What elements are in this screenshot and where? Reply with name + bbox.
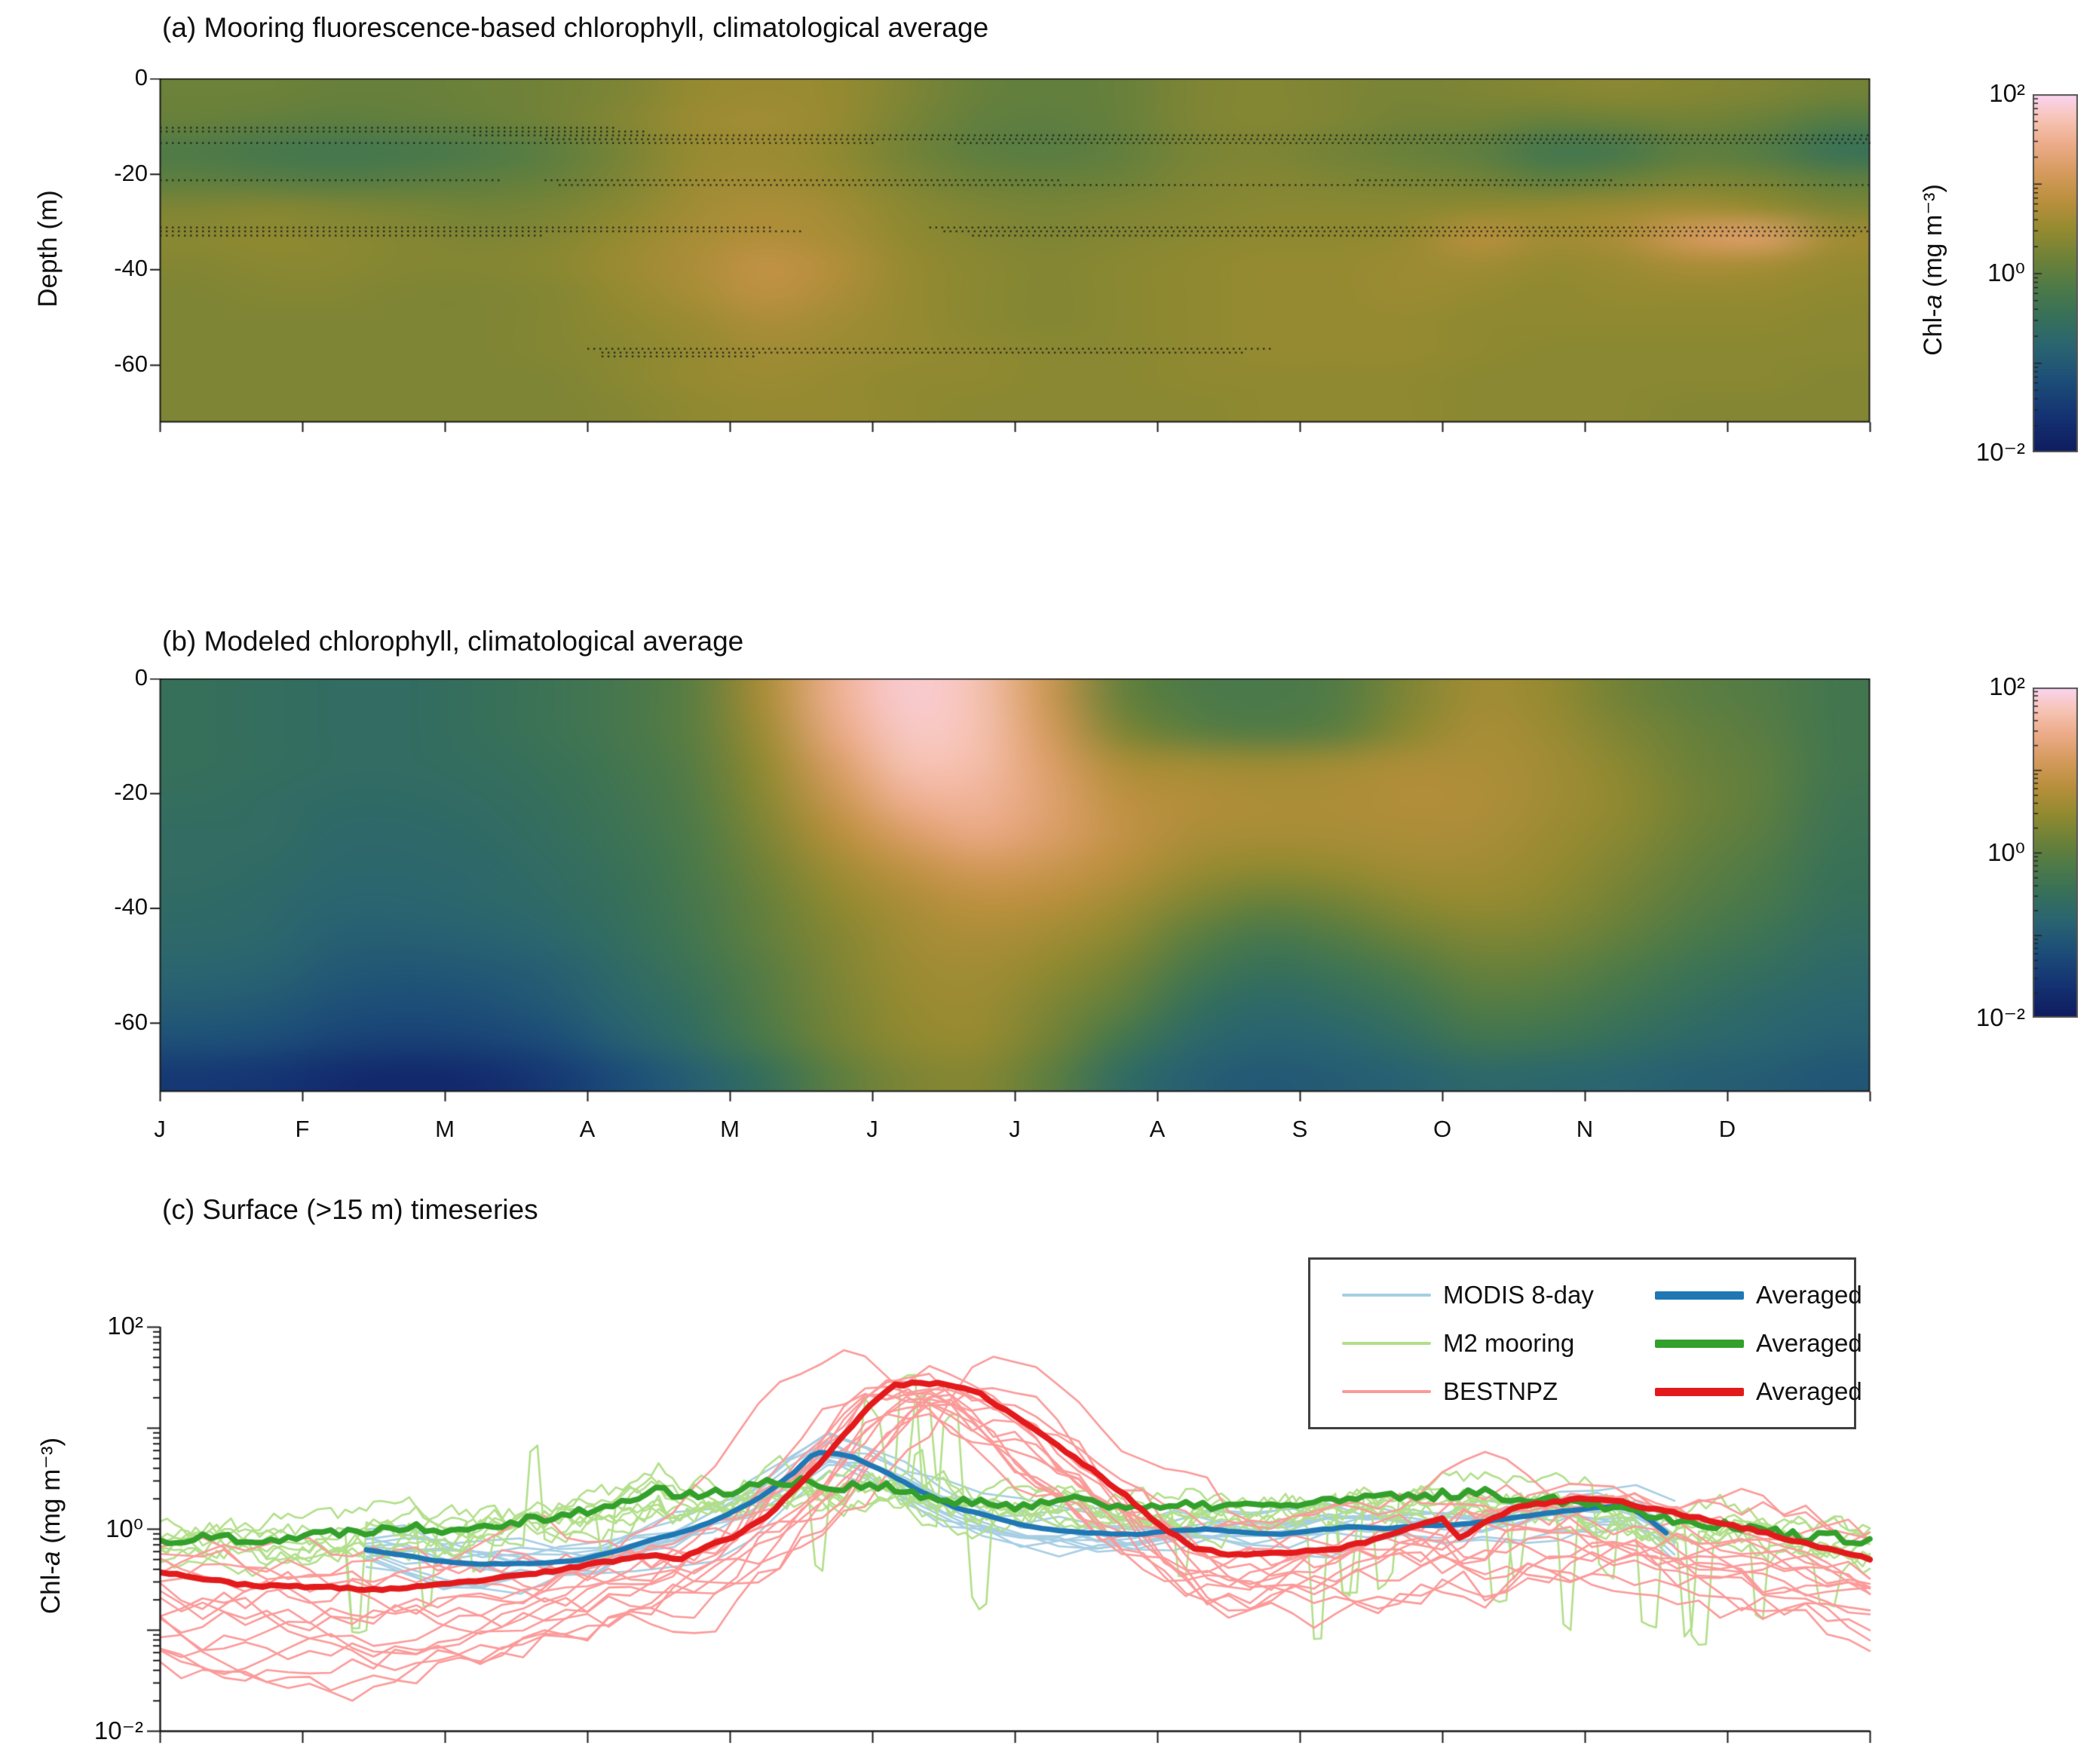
colorbar-label-part: Chl- (1919, 308, 1947, 356)
panel-a-heatmap (145, 78, 1873, 439)
colorbar-b-tick-label: 10⁰ (1987, 838, 2025, 866)
panel-c-ytick-label: 10⁰ (106, 1514, 143, 1542)
legend-thin-label: M2 mooring (1443, 1329, 1575, 1357)
panel-b-ytick-label: -40 (114, 893, 148, 920)
month-label-row1: J (866, 1116, 878, 1142)
colorbar-label-part-italic: a (1919, 294, 1947, 309)
panel-a-ytick-label: -40 (114, 255, 148, 282)
month-label-row1: M (720, 1116, 740, 1142)
panel-c-title: (c) Surface (>15 m) timeseries (162, 1194, 538, 1225)
panel-a-ytick-label: 0 (134, 64, 148, 90)
legend-thin-line-sample (1342, 1390, 1431, 1393)
panel-a-ytick-label: -20 (114, 159, 148, 186)
legend-thin-line-sample (1342, 1294, 1431, 1297)
panel-b-heatmap (145, 678, 1873, 1108)
panel-b-ytick-label: -20 (114, 779, 148, 806)
legend-thick-line-sample (1655, 1387, 1744, 1396)
month-label-row1: A (1149, 1116, 1166, 1142)
colorbar-b-tick-label: 10² (1989, 672, 2025, 700)
panel-c-ytick-label: 10² (107, 1312, 143, 1340)
panel-c-legend: MODIS 8-day Averaged M2 mooring Averaged BES… (1308, 1257, 1862, 1429)
panel-c-ytick-label: 10⁻² (93, 1717, 143, 1744)
legend-thick-label: Averaged (1756, 1377, 1862, 1405)
legend-thick-label: Averaged (1756, 1329, 1862, 1357)
legend-thick-line-sample (1655, 1291, 1744, 1300)
panel-b-title: (b) Modeled chlorophyll, climatological … (162, 626, 744, 657)
month-label-row1: S (1292, 1116, 1308, 1142)
legend-thick-line-sample (1655, 1339, 1744, 1348)
colorbar-b-tick-label: 10⁻² (1975, 1003, 2025, 1031)
legend-thin-line-sample (1342, 1342, 1431, 1345)
month-label-row1: J (1009, 1116, 1021, 1142)
panel-b-ytick-label: -60 (114, 1008, 148, 1035)
panel-a-ylabel: Depth (m) (33, 190, 63, 308)
legend-thick-label: Averaged (1756, 1281, 1862, 1309)
month-label-row1: J (154, 1116, 166, 1142)
panel-a-title: (a) Mooring fluorescence-based chlorophy… (162, 12, 989, 43)
colorbar-a-tick-label: 10⁻² (1975, 438, 2025, 466)
colorbar-a (2033, 94, 2078, 452)
legend-thin-label: BESTNPZ (1443, 1377, 1558, 1405)
ylabel-part: Chl- (36, 1565, 66, 1615)
colorbar-a-tick-label: 10⁰ (1987, 259, 2025, 286)
panel-b-ytick-label: 0 (134, 664, 148, 691)
legend-thin-label: MODIS 8-day (1443, 1281, 1594, 1309)
month-label-row1: D (1718, 1116, 1736, 1142)
colorbar-a-tick-label: 10² (1989, 79, 2025, 107)
month-label-row1: M (435, 1116, 455, 1142)
colorbar-b (2033, 688, 2078, 1018)
panel-a-ytick-label: -60 (114, 351, 148, 377)
ylabel-part-italic: a (36, 1551, 66, 1566)
month-label-row1: A (579, 1116, 596, 1142)
month-label-row1: N (1576, 1116, 1594, 1142)
month-label-row1: F (295, 1116, 310, 1142)
month-label-row1: O (1433, 1116, 1452, 1142)
